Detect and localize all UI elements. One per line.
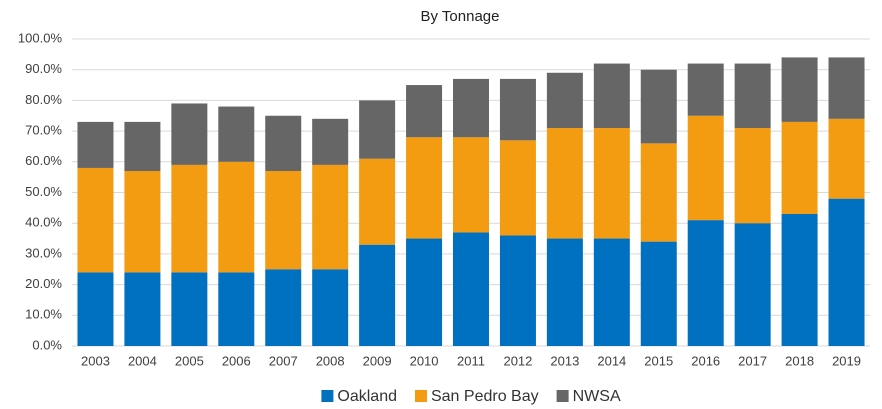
x-tick-label: 2005 (175, 353, 204, 368)
legend-swatch (321, 390, 334, 402)
bar-segment (781, 121, 818, 214)
bar-segment (687, 63, 724, 116)
bar-segment (499, 78, 536, 141)
bar-segment (828, 57, 865, 119)
bar-segment (687, 115, 724, 221)
bar-segment (640, 143, 677, 242)
bar-segment (359, 100, 396, 159)
bar-segment (406, 137, 443, 239)
x-tick-label: 2006 (222, 353, 251, 368)
chart-title: By Tonnage (421, 8, 500, 25)
bar-segment (218, 272, 255, 346)
bar-segment (593, 128, 630, 239)
bar-segment (828, 198, 865, 346)
x-tick-label: 2003 (81, 353, 110, 368)
x-tick-label: 2008 (316, 353, 345, 368)
bar-segment (546, 128, 583, 239)
y-tick-label: 70.0% (25, 123, 62, 138)
legend-label: Oakland (337, 388, 397, 405)
x-tick-label: 2018 (785, 353, 814, 368)
bar-segment (546, 238, 583, 346)
bar-segment (77, 167, 114, 273)
bar-segment (359, 244, 396, 346)
bar-segment (453, 137, 489, 233)
x-tick-label: 2004 (128, 353, 157, 368)
bar-segment (171, 272, 208, 346)
bar-segment (171, 164, 208, 273)
bar-segment (265, 115, 302, 172)
bar-segment (781, 213, 818, 346)
bar-segment (312, 164, 349, 270)
bar-segment (312, 269, 349, 346)
bar-segment (218, 106, 255, 162)
x-tick-label: 2013 (550, 353, 579, 368)
bar-segment (77, 272, 114, 346)
bar-segment (640, 69, 677, 144)
y-tick-label: 60.0% (25, 153, 62, 168)
y-tick-label: 80.0% (25, 92, 62, 107)
bar-segment (406, 85, 443, 138)
legend-swatch (414, 390, 427, 402)
x-tick-label: 2015 (644, 353, 673, 368)
bar-segment (124, 121, 161, 172)
bar-segment (406, 238, 443, 346)
bar-segment (593, 63, 630, 129)
bar-segment (499, 235, 536, 346)
y-tick-label: 30.0% (25, 245, 62, 260)
legend-swatch (556, 390, 569, 402)
bar-segment (687, 220, 724, 346)
x-tick-label: 2009 (363, 353, 392, 368)
bar-segment (546, 72, 583, 129)
y-tick-label: 90.0% (25, 61, 62, 76)
bar-segment (640, 241, 677, 346)
x-tick-label: 2012 (503, 353, 532, 368)
bar-segment (734, 128, 771, 224)
bar-segment (453, 232, 489, 346)
y-tick-label: 10.0% (25, 307, 62, 322)
bar-segment (499, 140, 536, 236)
legend-label: San Pedro Bay (431, 388, 539, 405)
x-tick-label: 2014 (597, 353, 626, 368)
bar-segment (124, 272, 161, 346)
bar-segment (734, 63, 771, 129)
x-tick-label: 2010 (410, 353, 439, 368)
bar-segment (734, 223, 771, 346)
y-tick-label: 40.0% (25, 215, 62, 230)
x-tick-label: 2019 (832, 353, 861, 368)
bar-segment (593, 238, 630, 346)
bar-segment (218, 161, 255, 273)
bar-segment (453, 78, 489, 138)
bar-segment (265, 269, 302, 346)
bar-segment (124, 171, 161, 273)
x-tick-label: 2011 (457, 353, 485, 368)
bar-segment (781, 57, 818, 122)
bar-segment (828, 118, 865, 199)
bar-segment (77, 121, 114, 168)
y-tick-label: 20.0% (25, 276, 62, 291)
bar-segment (359, 158, 396, 245)
y-tick-label: 0.0% (32, 337, 62, 352)
y-tick-label: 50.0% (25, 184, 62, 199)
x-tick-label: 2016 (691, 353, 720, 368)
bar-segment (312, 118, 349, 165)
legend-label: NWSA (573, 388, 621, 405)
bar-segment (265, 171, 302, 270)
x-tick-label: 2017 (738, 353, 767, 368)
y-tick-label: 100.0% (18, 30, 63, 45)
bar-segment (171, 103, 208, 165)
x-tick-label: 2007 (269, 353, 298, 368)
